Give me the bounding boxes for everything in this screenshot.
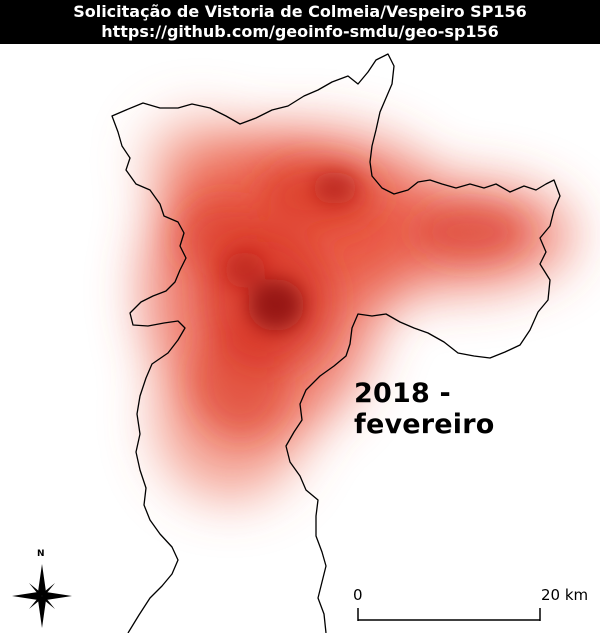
scale-bar bbox=[357, 608, 541, 621]
period-label: 2018 - fevereiro bbox=[354, 378, 495, 440]
scale-end-label: 20 km bbox=[541, 586, 589, 604]
north-label: N bbox=[37, 549, 45, 559]
scale-start-label: 0 bbox=[353, 586, 363, 604]
title-bar: Solicitação de Vistoria de Colmeia/Vespe… bbox=[0, 0, 600, 44]
city-boundary bbox=[111, 53, 561, 633]
map-title: Solicitação de Vistoria de Colmeia/Vespe… bbox=[73, 2, 527, 21]
compass-rose-icon bbox=[12, 564, 72, 628]
heatmap-layer bbox=[144, 115, 573, 500]
source-url: https://github.com/geoinfo-smdu/geo-sp15… bbox=[101, 22, 499, 41]
